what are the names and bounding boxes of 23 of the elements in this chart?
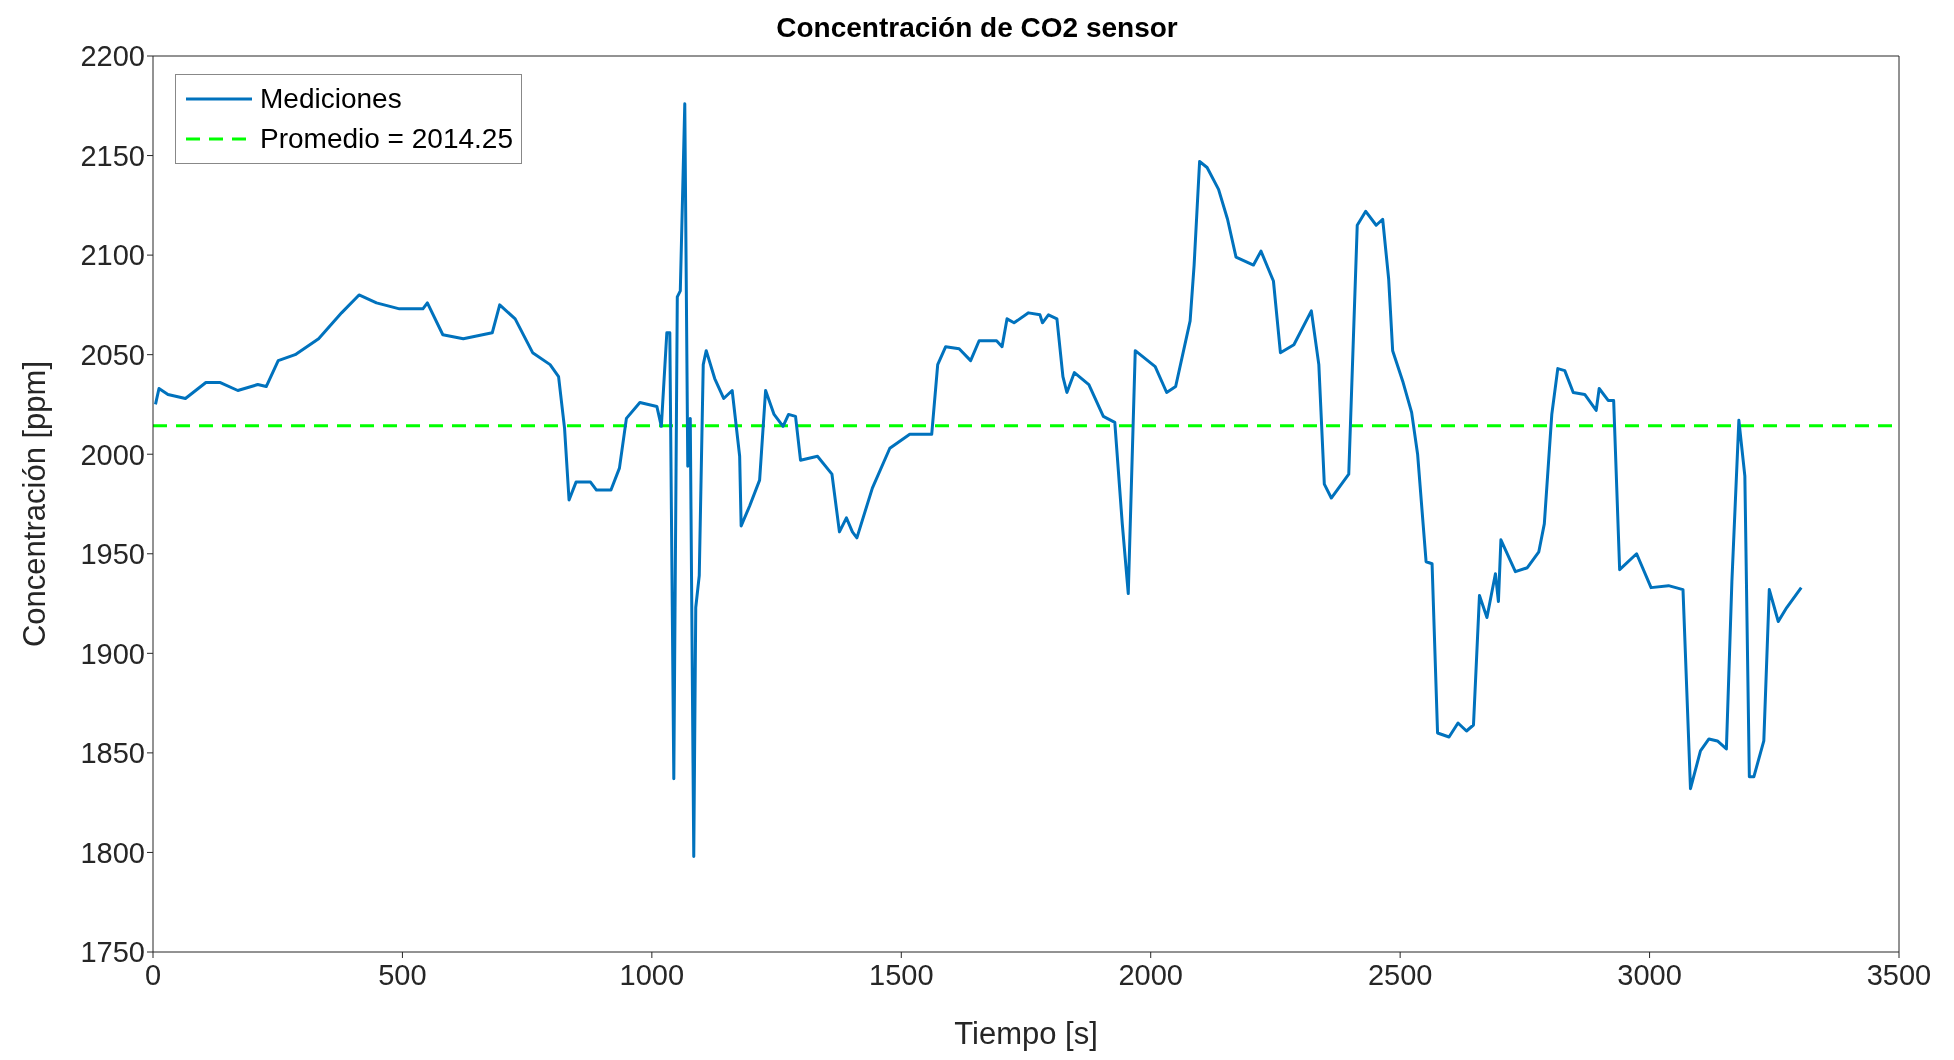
- y-tick-label: 1850: [80, 737, 145, 770]
- x-tick-label: 3500: [1866, 958, 1932, 991]
- legend-label: Promedio = 2014.25: [260, 123, 513, 155]
- y-tick-label: 2150: [80, 139, 145, 172]
- y-tick-label: 2000: [80, 438, 145, 471]
- x-tick-label: 3000: [1617, 958, 1682, 991]
- y-tick-label: 2200: [80, 40, 145, 73]
- x-axis-title: Tiempo [s]: [954, 1016, 1098, 1051]
- chart-title: Concentración de CO2 sensor: [776, 12, 1178, 43]
- x-tick-label: 500: [378, 958, 427, 991]
- y-tick-label: 2100: [80, 239, 145, 272]
- legend-label: Mediciones: [260, 83, 402, 115]
- y-tick-label: 1900: [80, 637, 145, 670]
- y-tick-label: 2050: [80, 338, 145, 371]
- x-tick-label: 0: [144, 958, 162, 991]
- x-tick-label: 2000: [1118, 958, 1183, 991]
- y-axis-title: Concentración [ppm]: [16, 360, 52, 648]
- y-tick-label: 1750: [80, 936, 145, 969]
- x-tick-label: 2500: [1367, 958, 1433, 991]
- x-tick-label: 1500: [869, 958, 934, 991]
- y-tick-label: 1950: [80, 538, 145, 571]
- x-tick-label: 1000: [619, 958, 685, 991]
- y-tick-label: 1800: [80, 836, 145, 869]
